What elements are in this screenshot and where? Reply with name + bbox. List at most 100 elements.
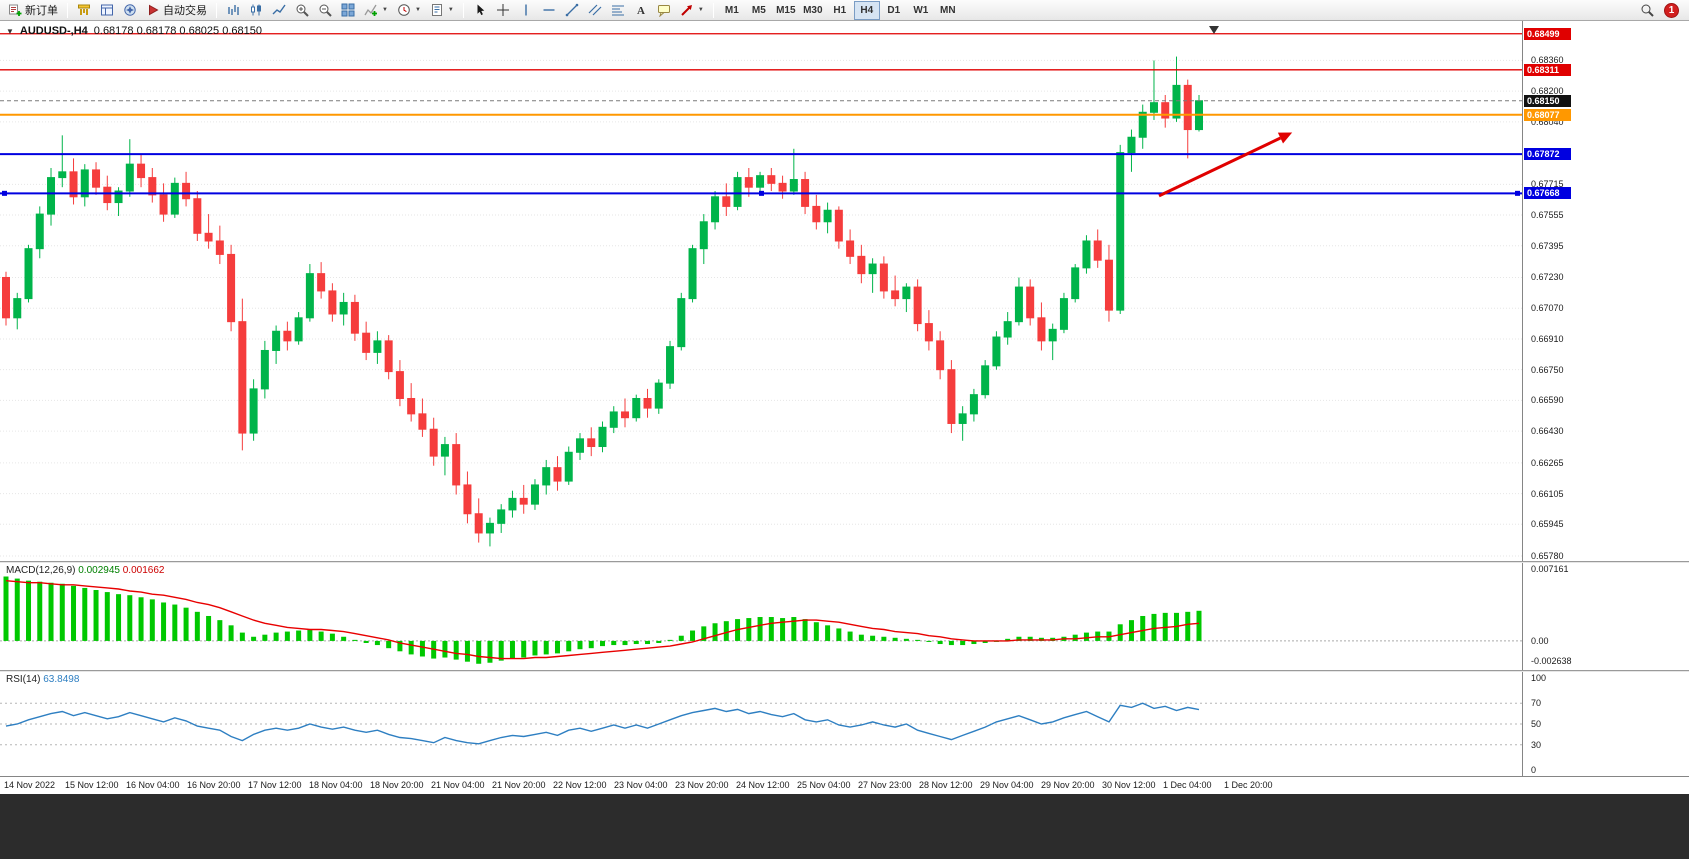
macd-name: MACD(12,26,9) [6, 565, 76, 576]
price-tag-0.68499[interactable]: 0.68499 [1524, 27, 1571, 40]
zoom-out-button[interactable] [314, 1, 336, 20]
trend-arrow[interactable] [1158, 136, 1282, 198]
candle-body [227, 253, 236, 323]
candle-body [35, 213, 44, 250]
timeframe-h4[interactable]: H4 [853, 0, 880, 20]
channel-button[interactable] [584, 1, 606, 20]
panel-splitter[interactable] [0, 670, 1689, 672]
line-handle[interactable] [759, 190, 764, 196]
main-price-chart[interactable] [0, 22, 1522, 561]
bars-chart-button[interactable] [222, 1, 244, 20]
line-handle[interactable] [2, 190, 7, 196]
macd-bar [183, 607, 189, 641]
timeframe-mn[interactable]: MN [935, 1, 961, 20]
candle-body [575, 438, 584, 453]
one-click-trading-toggle[interactable]: ▼ [6, 26, 14, 36]
candle-body [1104, 259, 1113, 311]
macd-bar [464, 640, 470, 662]
price-tag-0.67872[interactable]: 0.67872 [1524, 148, 1571, 161]
timeframe-m1[interactable]: M1 [719, 1, 745, 20]
text-button[interactable]: A [630, 1, 652, 20]
macd-bar [374, 640, 380, 646]
price-axis[interactable]: 0.68360 0.68200 0.68040 0.67715 0.67555 0.673… [1522, 21, 1689, 776]
vertical-line-button[interactable] [515, 1, 537, 20]
timeframe-w1[interactable]: W1 [908, 1, 934, 20]
macd-bar [138, 597, 144, 641]
macd-bar [892, 637, 898, 641]
line-handle[interactable] [1515, 190, 1520, 196]
candle-body [328, 290, 337, 315]
trendline-button[interactable] [561, 1, 583, 20]
candle-body [485, 522, 494, 534]
macd-bar [532, 640, 538, 656]
cursor-button[interactable] [469, 1, 491, 20]
macd-bar [1117, 624, 1123, 641]
candle-body [204, 232, 213, 242]
horizontal-line-button[interactable] [538, 1, 560, 20]
search-button[interactable] [1636, 1, 1658, 20]
macd-bar [419, 640, 425, 657]
svg-text:A: A [637, 5, 645, 17]
toolbar-separator [712, 2, 714, 18]
timeframe-d1[interactable]: D1 [881, 1, 907, 20]
text-label-button[interactable] [653, 1, 675, 20]
indicators-icon [364, 4, 377, 16]
panel-splitter[interactable] [0, 561, 1689, 563]
candles-chart-button[interactable] [245, 1, 267, 20]
navigator-button[interactable] [119, 1, 141, 20]
templates-button[interactable]: ▼ [426, 1, 458, 20]
line-chart-icon [272, 4, 286, 15]
macd-bar [802, 619, 808, 641]
new-order-button[interactable]: 新订单 [4, 1, 62, 20]
macd-bar [161, 602, 167, 641]
auto-trading-button[interactable]: 自动交易 [142, 1, 211, 20]
timeframe-m30[interactable]: M30 [800, 1, 826, 20]
candle-body [744, 177, 753, 188]
arrow-shape-icon [681, 5, 692, 16]
price-tag-0.68311[interactable]: 0.68311 [1524, 63, 1571, 76]
candle-body [958, 413, 967, 424]
macd-bar [509, 640, 515, 659]
notification-badge[interactable]: 1 [1664, 2, 1679, 18]
fibonacci-button[interactable] [607, 1, 629, 20]
indicators-button[interactable]: ▼ [360, 1, 392, 20]
macd-bar [453, 640, 459, 660]
timeframe-m15[interactable]: M15 [773, 1, 799, 20]
time-axis[interactable]: 14 Nov 2022 15 Nov 12:00 16 Nov 04:00 16 No… [0, 776, 1689, 794]
timeframe-h1[interactable]: H1 [827, 1, 853, 20]
price-tick-0.66265: 0.66265 [1531, 457, 1564, 468]
macd-bar [1016, 636, 1022, 641]
navigator-icon [124, 4, 136, 16]
price-tag-0.67668[interactable]: 0.67668 [1524, 187, 1571, 200]
candle-body [1149, 102, 1158, 113]
macd-bar [498, 640, 504, 661]
macd-bar [149, 599, 155, 641]
candle-body [215, 240, 224, 255]
macd-label: MACD(12,26,9) 0.002945 0.001662 [6, 565, 164, 576]
candle-body [103, 186, 112, 204]
crosshair-button[interactable] [492, 1, 514, 20]
data-window-button[interactable] [96, 1, 118, 20]
trend-arrow-head[interactable] [1277, 132, 1293, 144]
tile-windows-button[interactable] [337, 1, 359, 20]
price-tag-0.68077[interactable]: 0.68077 [1524, 108, 1571, 121]
macd-bar [476, 640, 482, 664]
candle-body [249, 388, 258, 434]
candle-body [148, 177, 157, 196]
zoom-in-button[interactable] [291, 1, 313, 20]
rsi-panel[interactable] [0, 672, 1522, 776]
chart-shift-marker[interactable] [1209, 26, 1219, 34]
timeframe-m5[interactable]: M5 [746, 1, 772, 20]
macd-bar [386, 640, 392, 649]
line-chart-button[interactable] [268, 1, 290, 20]
macd-bar [645, 640, 651, 645]
arrows-shapes-button[interactable]: ▼ [676, 1, 708, 20]
macd-bar [194, 611, 200, 641]
chevron-down-icon: ▼ [414, 7, 421, 13]
price-tick-0.68200: 0.68200 [1531, 86, 1564, 97]
price-tag-0.68150[interactable]: 0.68150 [1524, 94, 1571, 107]
market-watch-button[interactable] [73, 1, 95, 20]
candle-body [1003, 321, 1012, 338]
macd-panel[interactable] [0, 563, 1522, 670]
periods-button[interactable]: ▼ [393, 1, 425, 20]
